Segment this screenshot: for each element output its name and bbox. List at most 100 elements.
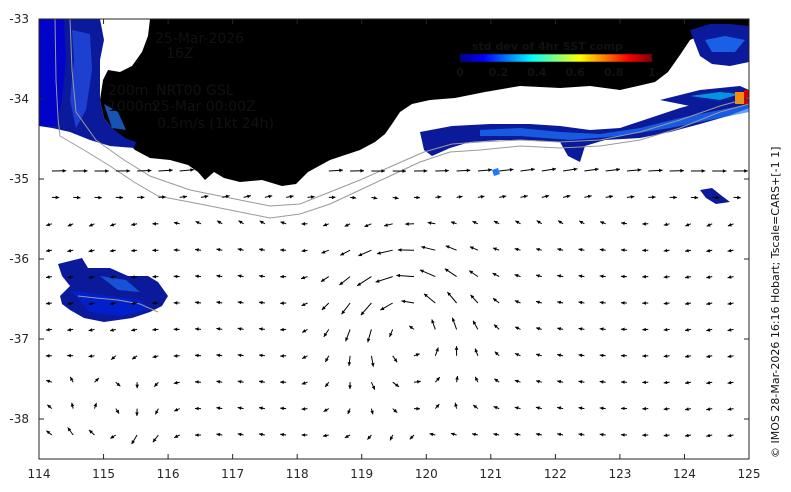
current-vector-head	[429, 432, 434, 437]
current-vector-head	[599, 406, 604, 411]
current-vector-head	[402, 169, 406, 173]
current-vector-head	[557, 353, 562, 358]
current-vector-head	[152, 327, 157, 332]
current-vector-head	[155, 410, 159, 415]
current-vector-head	[347, 410, 351, 415]
current-vectors	[45, 167, 748, 445]
current-vector-head	[321, 306, 326, 310]
current-vector-head	[173, 248, 178, 252]
current-vector-head	[594, 167, 599, 172]
current-vector-head	[557, 247, 562, 252]
current-vector-head	[46, 248, 50, 253]
current-vector-head	[685, 223, 690, 227]
colorbar-tick-label: 0.8	[604, 66, 624, 79]
current-vector-head	[609, 194, 613, 199]
current-vector-head	[46, 222, 51, 227]
current-vector-head	[685, 328, 689, 332]
current-vector-head	[360, 168, 364, 173]
x-tick-label: 119	[350, 467, 373, 481]
current-vector-head	[375, 279, 380, 283]
current-vector-head	[535, 432, 540, 437]
current-vector-head	[131, 301, 135, 306]
current-vector-head	[493, 247, 497, 251]
current-vector-head	[45, 354, 50, 358]
current-vector-head	[147, 168, 152, 173]
current-vector-head	[216, 353, 221, 358]
current-vector-head	[405, 222, 409, 226]
current-vector-head	[514, 300, 519, 304]
current-vector-head	[435, 404, 440, 408]
colorbar-tick-label: 0.4	[527, 66, 547, 79]
current-vector-head	[431, 319, 435, 324]
current-vector-head	[152, 274, 156, 279]
current-vector-head	[237, 353, 242, 358]
current-vector-head	[237, 327, 242, 331]
current-vector-head	[373, 196, 378, 200]
current-vector-head	[280, 327, 284, 332]
current-vector-head	[360, 311, 365, 316]
current-vector-head	[727, 407, 732, 411]
current-vector-head	[320, 278, 325, 282]
current-vector-head	[325, 383, 329, 387]
current-vector-head	[663, 248, 668, 253]
current-vector-head	[514, 379, 519, 384]
current-vector-head	[578, 380, 583, 384]
current-vector-head	[514, 432, 519, 437]
current-vector-head	[67, 223, 72, 227]
current-vector-head	[472, 221, 477, 225]
current-vector-head	[536, 379, 540, 384]
current-vector-head	[95, 378, 99, 382]
current-vector-head	[323, 332, 328, 337]
current-vector-head	[573, 167, 578, 172]
current-vector-head	[280, 301, 284, 305]
current-vector-head	[417, 380, 421, 384]
current-vector-head	[558, 220, 562, 224]
current-vector-head	[174, 434, 179, 438]
current-vector-head	[621, 221, 625, 226]
current-vector-head	[67, 275, 72, 279]
current-vector-head	[401, 299, 406, 304]
current-vector-head	[599, 353, 604, 358]
current-vector-head	[301, 275, 306, 280]
current-vector-head	[694, 195, 699, 200]
current-vector-head	[469, 270, 474, 275]
current-vector-head	[88, 275, 93, 279]
current-vector-head	[642, 433, 646, 437]
current-vector-head	[423, 169, 428, 173]
current-vector-head	[105, 169, 109, 173]
current-vector-head	[416, 406, 420, 411]
current-vector-head	[616, 167, 620, 172]
current-vector-head	[225, 194, 230, 199]
current-vector-head	[344, 223, 349, 227]
current-vector-head	[557, 379, 562, 384]
current-vector-head	[578, 406, 583, 410]
current-vector-head	[552, 167, 557, 172]
current-vector-head	[67, 248, 72, 253]
current-vector-head	[727, 433, 732, 438]
current-vector-head	[642, 274, 646, 279]
current-vector-head	[493, 406, 498, 410]
current-vector-head	[67, 427, 72, 432]
current-vector-head	[237, 380, 242, 384]
current-vector-head	[70, 402, 75, 407]
current-vector-head	[458, 195, 463, 199]
current-vector-head	[587, 194, 592, 199]
current-vector-head	[173, 327, 178, 332]
current-vector-head	[195, 353, 199, 358]
current-vector-head	[514, 247, 519, 252]
current-vector-head	[216, 327, 221, 331]
current-vector-head	[536, 220, 541, 224]
current-vector-head	[46, 327, 50, 332]
current-vector-head	[663, 433, 668, 438]
current-vector-head	[321, 250, 326, 254]
current-vector-head	[685, 433, 689, 438]
current-vector-head	[195, 274, 199, 279]
x-tick-label: 118	[286, 467, 309, 481]
current-vector-head	[237, 247, 242, 252]
current-vector-head	[557, 274, 562, 278]
current-vector-head	[289, 194, 294, 199]
current-vector-head	[415, 353, 420, 357]
current-vector-head	[706, 301, 711, 306]
current-vector-head	[642, 248, 646, 253]
current-vector-head	[472, 432, 476, 437]
